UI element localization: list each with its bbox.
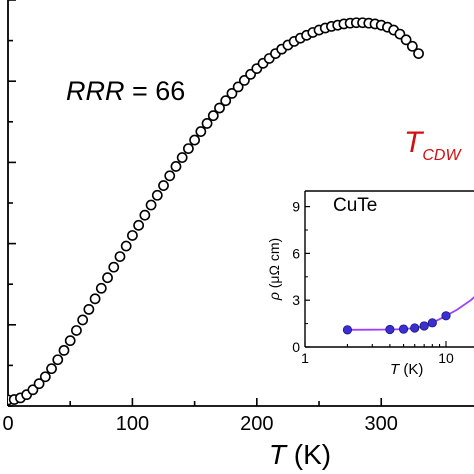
- main-data-point: [108, 261, 120, 273]
- rrr-annotation: RRR = 66: [66, 76, 185, 106]
- inset-data-point: [410, 323, 420, 333]
- main-data-point: [413, 48, 424, 59]
- inset-background: [305, 191, 474, 347]
- inset-y-tick-label: 9: [292, 199, 300, 215]
- main-data-point: [406, 40, 418, 52]
- inset-data-series: [342, 311, 451, 335]
- main-data-point: [39, 371, 51, 383]
- inset-data-point: [419, 321, 429, 331]
- main-data-point: [33, 378, 45, 390]
- main-data-point: [158, 180, 169, 191]
- inset-data-point: [427, 318, 437, 328]
- main-data-point: [176, 152, 188, 163]
- main-x-axis-label: T (K): [269, 439, 331, 470]
- main-data-point: [195, 126, 207, 137]
- main-data-point: [201, 118, 213, 129]
- main-data-point: [95, 282, 107, 294]
- main-data-point: [400, 34, 412, 46]
- main-data-point: [226, 87, 238, 99]
- inset-x-axis-label: T (K): [390, 361, 423, 378]
- main-x-tick-label: 0: [2, 413, 13, 435]
- main-data-point: [46, 363, 57, 375]
- main-data-point: [27, 384, 39, 396]
- main-data-point: [170, 161, 182, 172]
- main-data-point: [52, 354, 64, 366]
- main-data-point: [145, 199, 157, 211]
- inset-plot: CuTe 0 3 6 9 1 10 ρ (μΩ cm) T (K): [266, 190, 474, 378]
- inset-y-tick-label: 0: [292, 339, 300, 355]
- inset-data-point: [385, 324, 395, 335]
- main-data-point: [182, 143, 194, 154]
- main-data-point: [220, 95, 232, 107]
- inset-x-tick-label: 10: [438, 350, 454, 366]
- main-data-point: [189, 134, 201, 146]
- main-data-point: [89, 293, 101, 305]
- main-data-point: [114, 251, 126, 262]
- main-data-point: [232, 81, 244, 93]
- main-data-point: [238, 74, 250, 86]
- inset-y-tick-label: 3: [292, 292, 300, 308]
- main-data-point: [58, 344, 70, 356]
- main-x-tick-label: 300: [365, 413, 398, 435]
- main-data-point: [207, 110, 219, 122]
- main-x-ticklabels: 0 100 200 300: [2, 413, 397, 435]
- inset-data-point: [342, 325, 353, 335]
- inset-x-ticks: 1 10: [301, 341, 454, 366]
- main-x-tick-label: 100: [116, 413, 149, 435]
- main-data-point: [77, 314, 89, 326]
- main-data-point: [83, 303, 95, 315]
- main-data-series: [8, 17, 424, 406]
- inset-x-tick-label: 1: [301, 350, 309, 366]
- main-x-tick-label: 200: [240, 413, 273, 435]
- main-y-ticks: [8, 0, 16, 407]
- tcdw-annotation: TCDW: [404, 126, 462, 164]
- main-data-point: [120, 240, 132, 252]
- main-data-point: [102, 272, 113, 284]
- main-data-point: [133, 219, 145, 231]
- inset-y-ticks: 0 3 6 9: [292, 199, 310, 355]
- main-data-point: [164, 170, 176, 182]
- main-data-point: [127, 230, 138, 241]
- inset-y-axis-label: ρ (μΩ cm): [266, 238, 282, 301]
- main-data-point: [214, 102, 225, 114]
- main-x-ticks: [7, 398, 383, 406]
- main-data-point: [71, 325, 82, 336]
- inset-data-point: [398, 324, 409, 334]
- inset-data-point: [441, 311, 451, 321]
- main-data-point: [64, 335, 76, 347]
- main-data-point: [151, 189, 163, 201]
- inset-title: CuTe: [333, 195, 377, 216]
- main-data-point: [139, 209, 151, 221]
- inset-y-tick-label: 6: [292, 245, 300, 261]
